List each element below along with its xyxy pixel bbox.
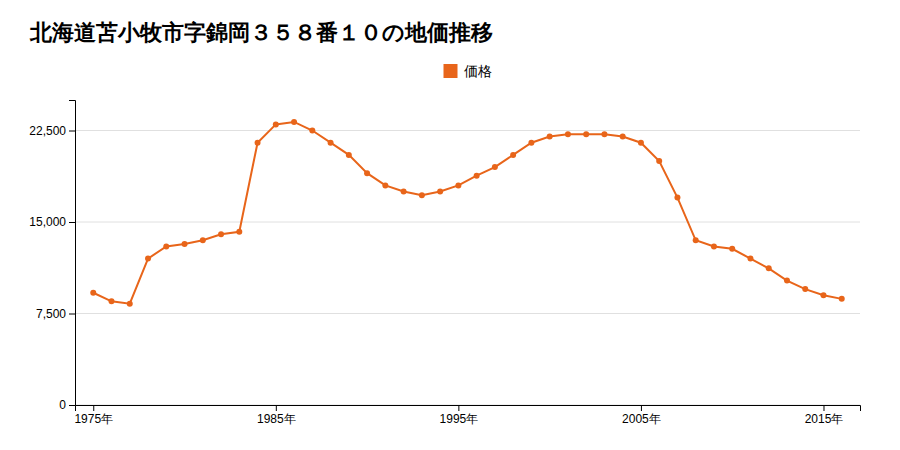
point: [474, 173, 480, 179]
point: [127, 301, 133, 307]
x-tick-label: 2015年: [805, 412, 844, 426]
y-axis: 0 7,500 15,000 22,500: [29, 101, 75, 413]
point: [729, 246, 735, 252]
y-tick-label: 22,500: [29, 124, 66, 138]
y-tick-label: 7,500: [36, 307, 66, 321]
point: [109, 298, 115, 304]
point: [255, 140, 261, 146]
y-tick-mark: [69, 405, 75, 406]
x-tick-mark: [823, 405, 824, 411]
point: [674, 195, 680, 201]
point: [693, 237, 699, 243]
x-tick-mark: [458, 405, 459, 411]
point: [802, 286, 808, 292]
point: [163, 243, 169, 249]
point: [583, 131, 589, 137]
x-tick-mark: [93, 405, 94, 411]
legend: 価格: [444, 63, 492, 79]
point: [401, 189, 407, 195]
point: [839, 296, 845, 302]
point: [565, 131, 571, 137]
y-tick: 22,500: [29, 124, 75, 138]
x-tick: 1985年: [257, 405, 296, 426]
point: [601, 131, 607, 137]
point: [218, 231, 224, 237]
grid-line: [75, 130, 860, 131]
x-tick: 2015年: [805, 405, 844, 426]
y-tick: 15,000: [29, 215, 75, 229]
y-tick-mark: [69, 314, 75, 315]
y-tick-mark: [69, 131, 75, 132]
x-axis-line: [76, 406, 861, 412]
point: [437, 189, 443, 195]
point: [711, 243, 717, 249]
point: [547, 134, 553, 140]
point: [620, 134, 626, 140]
y-tick-label: 15,000: [29, 215, 66, 229]
x-axis: 1975年 1985年 1995年 2005年 2015年: [74, 405, 860, 426]
legend-item: 価格: [444, 63, 492, 79]
y-tick: 0: [59, 398, 75, 412]
point: [364, 170, 370, 176]
point: [200, 237, 206, 243]
grid-line: [75, 313, 860, 314]
x-tick-mark: [276, 405, 277, 411]
legend-label: 価格: [464, 63, 492, 79]
point: [784, 278, 790, 284]
point: [510, 152, 516, 158]
point: [419, 192, 425, 198]
point: [328, 140, 334, 146]
x-tick-label: 1985年: [257, 412, 296, 426]
point: [455, 182, 461, 188]
point: [273, 121, 279, 127]
y-tick-mark: [69, 222, 75, 223]
point: [346, 152, 352, 158]
chart: 1975年 1985年 1995年 2005年 2015年 0 7,500 15,000 22,…: [0, 0, 900, 450]
line: [93, 122, 841, 304]
x-tick-label: 1995年: [440, 412, 479, 426]
point: [492, 164, 498, 170]
y-tick-label: 0: [59, 398, 66, 412]
point: [236, 229, 242, 235]
x-tick-label: 2005年: [622, 412, 661, 426]
legend-swatch: [444, 64, 458, 78]
title: 北海道苫小牧市字錦岡３５８番１０の地価推移: [29, 20, 493, 45]
point: [656, 158, 662, 164]
point: [309, 128, 315, 134]
point: [291, 119, 297, 125]
x-tick-mark: [641, 405, 642, 411]
x-tick: 2005年: [622, 405, 661, 426]
x-tick-label: 1975年: [74, 412, 113, 426]
point: [182, 241, 188, 247]
point: [528, 140, 534, 146]
point: [766, 265, 772, 271]
point: [145, 256, 151, 262]
marks: [90, 119, 844, 307]
point: [382, 182, 388, 188]
grid-line: [75, 222, 860, 223]
point: [90, 290, 96, 296]
point: [820, 292, 826, 298]
x-tick: 1995年: [440, 405, 479, 426]
x-tick: 1975年: [74, 405, 113, 426]
y-tick: 7,500: [36, 307, 75, 321]
point: [638, 140, 644, 146]
point: [747, 256, 753, 262]
grid: [75, 131, 860, 406]
y-axis-line: [69, 101, 76, 406]
plot-area: 1975年 1985年 1995年 2005年 2015年 0 7,500 15,000 22,…: [29, 101, 860, 426]
